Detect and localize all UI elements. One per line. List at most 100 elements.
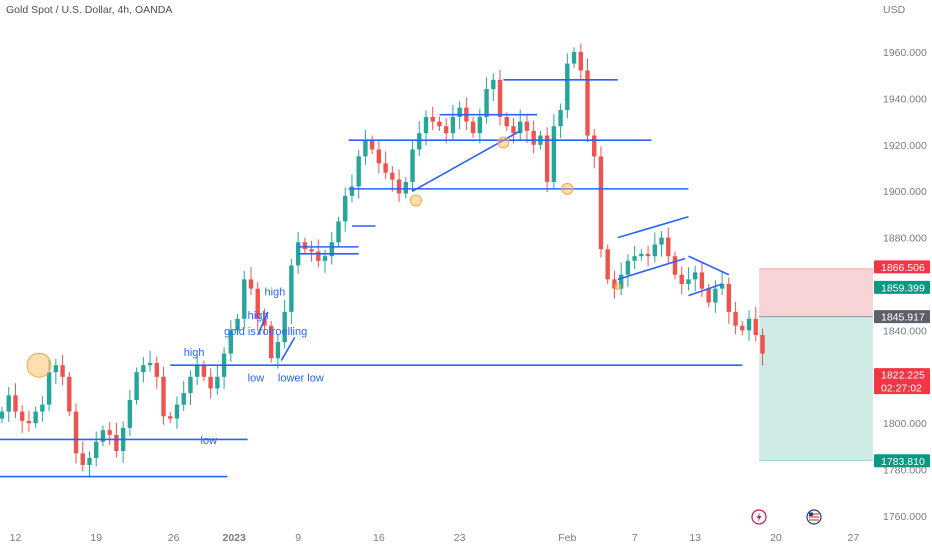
candle-body	[544, 135, 550, 182]
candle-body	[585, 70, 590, 136]
candle-body	[719, 284, 725, 289]
candle-body	[13, 395, 18, 412]
candle-body	[262, 318, 267, 326]
x-tick-label: 2023	[223, 532, 247, 544]
entry-tag: 1845.917	[881, 312, 925, 324]
trend-line[interactable]	[617, 215, 689, 239]
candle-body	[269, 325, 274, 359]
candle-body	[141, 365, 146, 373]
candle-body	[652, 244, 658, 257]
candle-body	[94, 441, 99, 458]
x-tick-label: 9	[295, 532, 301, 544]
annotation-text[interactable]: high	[264, 287, 285, 299]
candle-body	[524, 121, 530, 131]
bid-ask-tag: 1859.399	[881, 282, 925, 294]
candle-body	[215, 376, 220, 389]
candle-body	[592, 135, 597, 157]
candle-body	[733, 311, 738, 326]
annotation-text[interactable]: high	[248, 310, 269, 322]
trend-line[interactable]	[257, 311, 269, 336]
candle-body	[679, 274, 684, 284]
candle-body	[174, 404, 180, 419]
candle-body	[161, 376, 166, 417]
candle-body	[470, 121, 476, 134]
candle-body	[645, 253, 651, 257]
candle-body	[309, 249, 314, 252]
candle-body	[760, 335, 765, 354]
bid-ask-tag-bg	[874, 280, 930, 294]
candle-body	[565, 63, 570, 110]
y-tick-label: 1920.000	[883, 140, 927, 152]
candle-body	[60, 365, 65, 377]
candle-body	[26, 420, 32, 424]
annotation-text[interactable]: low	[201, 435, 218, 447]
y-tick-label: 1960.000	[883, 47, 927, 59]
trend-line[interactable]	[412, 130, 521, 192]
circle-marker[interactable]	[614, 282, 622, 290]
candle-body	[571, 52, 577, 64]
circle-marker[interactable]	[561, 182, 574, 195]
candle-body	[450, 116, 456, 134]
candle-body	[19, 411, 25, 421]
candle-body	[134, 372, 139, 400]
take-profit-zone	[759, 316, 873, 461]
candle-body	[40, 404, 45, 412]
stop-loss-tag-bg	[874, 260, 930, 274]
trend-line[interactable]	[688, 255, 730, 276]
candle-body	[80, 453, 85, 465]
candle-body	[504, 116, 509, 127]
candle-body	[457, 107, 462, 117]
candle-body	[666, 237, 671, 257]
candle-body	[753, 318, 758, 336]
currency-label: USD	[883, 4, 906, 16]
candle-body	[437, 121, 442, 127]
candle-body	[746, 318, 752, 331]
candle-body	[443, 126, 449, 134]
x-tick-label: 23	[454, 532, 466, 544]
trend-line[interactable]	[688, 283, 723, 297]
candle-body	[201, 365, 207, 377]
candle-body	[100, 430, 106, 442]
y-tick-label: 1780.000	[883, 465, 927, 477]
annotation-text[interactable]: high	[184, 347, 205, 359]
candle-body	[558, 110, 563, 127]
x-tick-label: 16	[373, 532, 385, 544]
take-profit-tag-bg	[874, 454, 930, 468]
trend-line[interactable]	[280, 336, 296, 361]
candle-body	[511, 126, 516, 134]
circle-marker[interactable]	[409, 194, 422, 207]
trend-line[interactable]	[617, 257, 686, 281]
x-tick-label: 26	[168, 532, 180, 544]
candle-body	[322, 256, 328, 261]
x-tick-label: 27	[848, 532, 860, 544]
candle-body	[692, 272, 698, 280]
annotation-text[interactable]: gold is rotroelling	[224, 326, 307, 338]
candle-body	[67, 376, 72, 412]
candle-body	[369, 140, 375, 150]
circle-marker[interactable]	[497, 136, 510, 149]
candle-body	[491, 79, 496, 90]
candle-body	[518, 121, 523, 134]
annotation-text[interactable]: lower low	[278, 372, 324, 384]
candle-body	[740, 325, 745, 331]
circle-marker[interactable]	[26, 352, 52, 378]
candle-body	[618, 274, 624, 289]
candle-body	[363, 140, 368, 157]
candle-body	[114, 434, 119, 452]
candle-body	[430, 116, 435, 122]
candle-body	[699, 272, 705, 289]
annotation-text[interactable]: low	[248, 372, 265, 384]
candle-body	[188, 376, 193, 394]
y-tick-label: 1880.000	[883, 233, 927, 245]
candle-body	[410, 149, 415, 182]
candle-body	[639, 253, 644, 257]
candle-body	[672, 256, 678, 275]
candle-body	[625, 260, 631, 275]
y-tick-label: 1940.000	[883, 93, 927, 105]
x-tick-label: 7	[632, 532, 638, 544]
candle-body	[713, 288, 718, 303]
x-tick-label: 13	[689, 532, 701, 544]
candle-body	[302, 242, 308, 250]
